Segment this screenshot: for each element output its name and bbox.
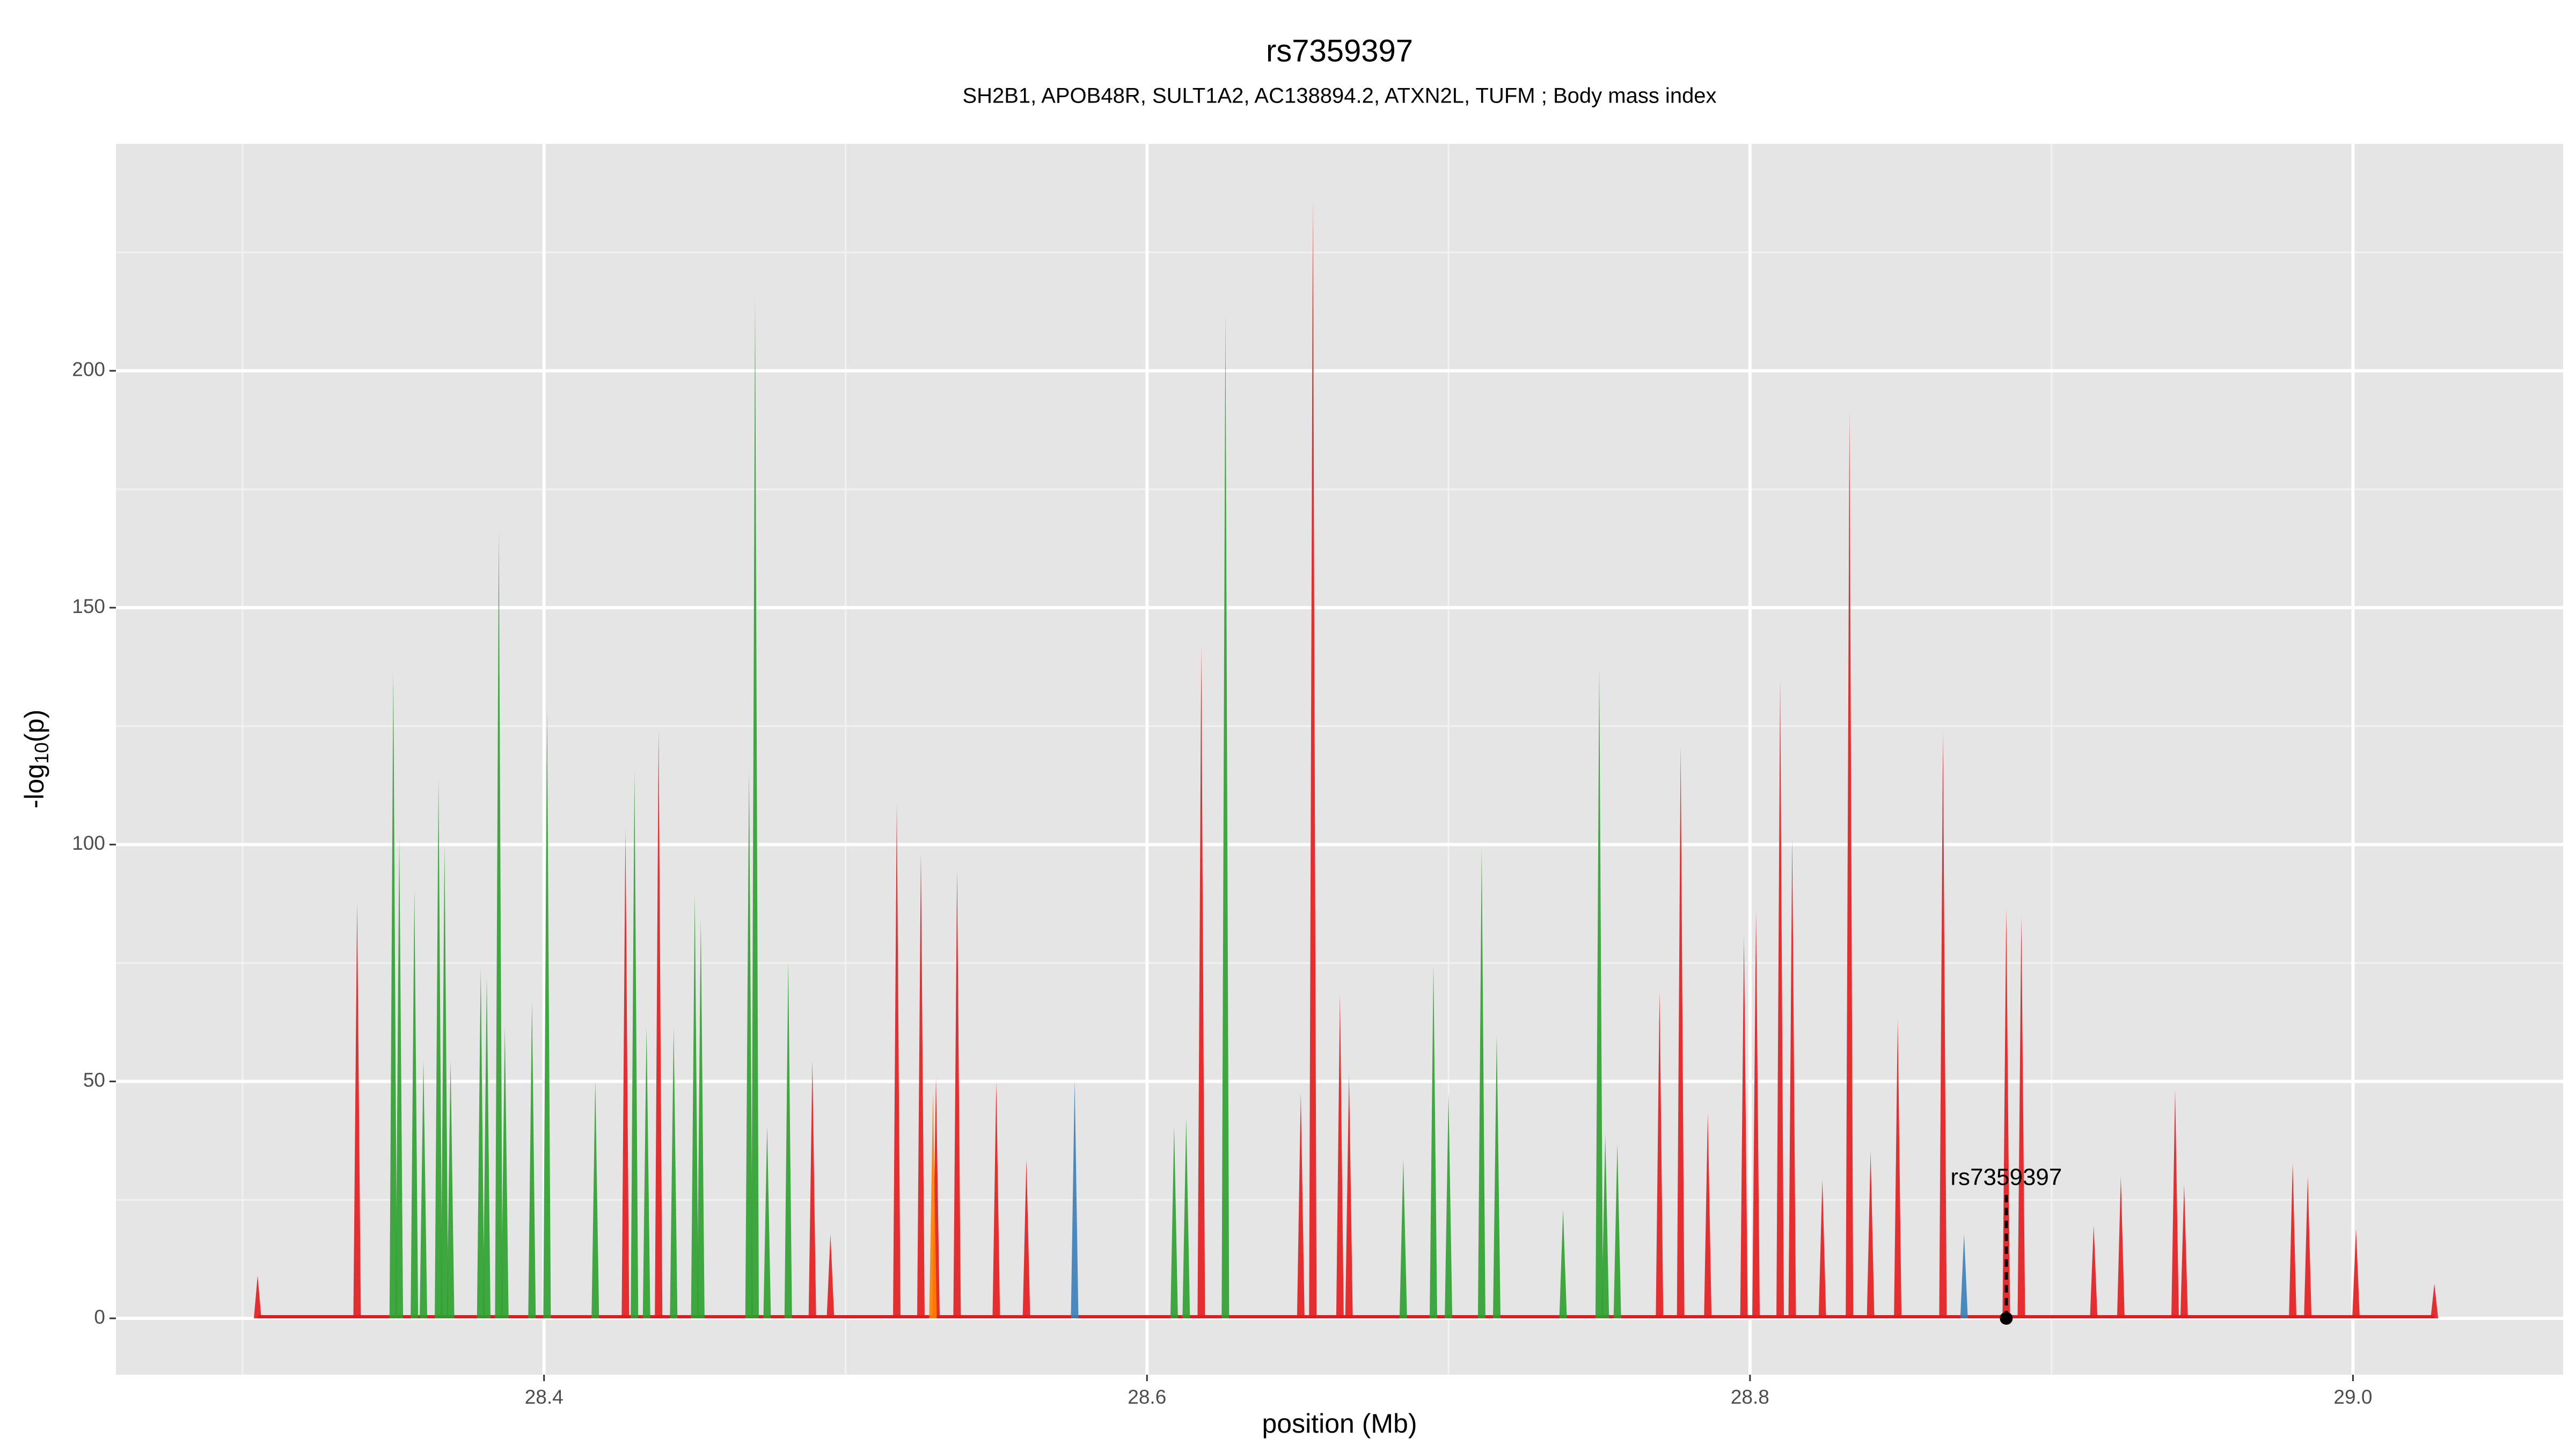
spike bbox=[1894, 1018, 1902, 1318]
spike bbox=[1613, 1143, 1621, 1318]
spike bbox=[1429, 965, 1437, 1318]
spike bbox=[447, 1060, 455, 1318]
spike bbox=[621, 828, 630, 1318]
spike bbox=[826, 1234, 835, 1318]
spike bbox=[2304, 1176, 2312, 1318]
spike bbox=[1559, 1209, 1567, 1318]
spike bbox=[992, 1081, 1000, 1318]
y-label-part: (p) bbox=[19, 710, 49, 742]
spike bbox=[2352, 1229, 2360, 1318]
spike bbox=[254, 1275, 262, 1318]
spike bbox=[1336, 994, 1344, 1318]
spike bbox=[2289, 1162, 2297, 1318]
spike bbox=[1170, 1126, 1178, 1318]
y-label-part: -log bbox=[19, 764, 49, 808]
chart-title: rs7359397 bbox=[1266, 33, 1413, 68]
spike bbox=[642, 1027, 650, 1318]
spike bbox=[808, 1060, 816, 1318]
y-tick-label: 0 bbox=[94, 1306, 105, 1328]
y-tick-label: 200 bbox=[72, 359, 105, 381]
x-tick-label: 28.8 bbox=[1731, 1386, 1769, 1408]
spike bbox=[1818, 1179, 1826, 1318]
spike bbox=[495, 530, 503, 1318]
y-axis-label: -log10(p) bbox=[19, 710, 52, 809]
spike bbox=[441, 844, 449, 1318]
spike bbox=[2002, 907, 2010, 1318]
spike bbox=[2017, 915, 2025, 1318]
y-tick-label: 150 bbox=[72, 595, 105, 617]
spike bbox=[591, 1080, 599, 1318]
spike bbox=[411, 889, 419, 1318]
spike bbox=[420, 1060, 428, 1318]
x-tick-label: 28.4 bbox=[525, 1386, 564, 1408]
spike bbox=[1776, 678, 1784, 1318]
spike bbox=[2431, 1283, 2439, 1318]
spike bbox=[482, 977, 491, 1318]
spike bbox=[389, 670, 397, 1318]
spike bbox=[751, 297, 759, 1318]
spike bbox=[528, 1002, 536, 1318]
spike bbox=[1939, 732, 1947, 1318]
spike bbox=[1297, 1092, 1305, 1318]
spike bbox=[396, 836, 404, 1318]
spike bbox=[1399, 1159, 1407, 1318]
spike bbox=[893, 803, 901, 1318]
x-tick-label: 28.6 bbox=[1128, 1386, 1166, 1408]
spike bbox=[2171, 1089, 2179, 1318]
spike bbox=[1867, 1151, 1875, 1318]
spike bbox=[1595, 667, 1603, 1318]
spike bbox=[784, 960, 792, 1318]
spike bbox=[1492, 1035, 1501, 1318]
annotation-label: rs7359397 bbox=[1950, 1164, 2062, 1191]
spike bbox=[1752, 910, 1760, 1318]
spike bbox=[697, 918, 705, 1318]
x-axis-label: position (Mb) bbox=[1262, 1409, 1417, 1439]
spike bbox=[1197, 645, 1205, 1318]
spike bbox=[763, 1126, 771, 1318]
spike bbox=[1846, 410, 1854, 1318]
marks bbox=[254, 198, 2439, 1325]
spike bbox=[1601, 1134, 1609, 1318]
spike bbox=[1022, 1159, 1030, 1318]
spike bbox=[1656, 990, 1664, 1318]
spike bbox=[501, 1027, 509, 1318]
spike bbox=[435, 778, 443, 1318]
spike bbox=[1960, 1234, 1968, 1318]
annotation-point bbox=[2000, 1311, 2013, 1325]
y-tick-label: 100 bbox=[72, 832, 105, 854]
y-label-subscript: 10 bbox=[31, 742, 53, 764]
spike bbox=[1477, 848, 1485, 1318]
spike bbox=[917, 852, 925, 1318]
spike bbox=[2180, 1184, 2188, 1318]
spike bbox=[745, 770, 753, 1318]
spike bbox=[1445, 1092, 1453, 1318]
x-tick-label: 29.0 bbox=[2333, 1386, 2372, 1408]
spike bbox=[543, 709, 551, 1318]
spike bbox=[2090, 1225, 2098, 1318]
spike bbox=[1788, 836, 1796, 1318]
y-tick-label: 50 bbox=[83, 1069, 105, 1091]
spike bbox=[655, 728, 663, 1318]
spike bbox=[953, 869, 961, 1318]
spike bbox=[1677, 745, 1685, 1318]
spike bbox=[353, 902, 361, 1318]
spike bbox=[691, 894, 699, 1318]
spike bbox=[1182, 1118, 1190, 1318]
spike bbox=[1221, 311, 1230, 1318]
spike bbox=[929, 1092, 937, 1318]
spike bbox=[2117, 1176, 2125, 1318]
spike bbox=[670, 1027, 678, 1318]
spike bbox=[477, 968, 485, 1318]
spike bbox=[1740, 935, 1748, 1318]
spike bbox=[1345, 1073, 1353, 1318]
spike bbox=[1071, 1080, 1079, 1318]
spike bbox=[1309, 198, 1317, 1318]
chart-subtitle: SH2B1, APOB48R, SULT1A2, AC138894.2, ATX… bbox=[962, 84, 1716, 108]
spike bbox=[631, 770, 639, 1318]
spike bbox=[1704, 1112, 1712, 1318]
